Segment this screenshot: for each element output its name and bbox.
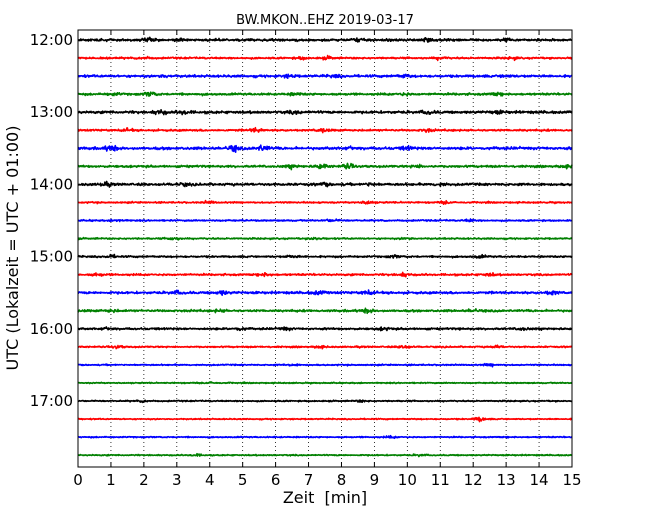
x-tick-label: 2: [139, 471, 149, 489]
x-tick-label: 11: [431, 471, 450, 489]
trace-1430: [77, 218, 573, 223]
x-axis: 0 1 2 3 4 5 6 7 8 9 10 11 12 13 14 15: [73, 30, 582, 489]
trace-1215: [77, 54, 573, 62]
x-tick-label: 12: [464, 471, 483, 489]
trace-1300: [77, 109, 573, 116]
y-tick-label: 14:00: [30, 175, 73, 193]
trace-1200: [77, 36, 573, 43]
x-tick-label: 5: [238, 471, 248, 489]
x-tick-label: 15: [562, 471, 581, 489]
trace-1645: [77, 381, 573, 385]
trace-group: [77, 36, 573, 458]
trace-1445: [77, 236, 573, 241]
x-tick-label: 7: [304, 471, 314, 489]
trace-1415: [77, 199, 573, 206]
x-tick-label: 13: [497, 471, 516, 489]
trace-1715: [77, 416, 573, 423]
x-tick-label: 4: [205, 471, 215, 489]
trace-1500: [77, 253, 573, 259]
grid-lines: [110, 30, 540, 467]
trace-1730: [77, 434, 573, 440]
y-tick-label: 13:00: [30, 103, 73, 121]
trace-1245: [77, 91, 573, 97]
plot-frame: [77, 29, 573, 468]
x-axis-label: Zeit [min]: [283, 488, 367, 507]
y-tick-label: 12:00: [30, 31, 73, 49]
x-tick-label: 6: [271, 471, 281, 489]
y-axis-label: UTC (Lokalzeit = UTC + 01:00): [3, 126, 22, 371]
x-tick-label: 3: [172, 471, 182, 489]
trace-1530: [77, 289, 573, 297]
trace-1615: [77, 344, 573, 350]
trace-1330: [77, 144, 573, 153]
x-tick-label: 10: [398, 471, 417, 489]
x-tick-label: 9: [370, 471, 380, 489]
x-tick-label: 0: [73, 471, 83, 489]
x-tick-label: 8: [337, 471, 347, 489]
y-axis: 12:00 13:00 14:00 15:00 16:00 17:00: [30, 31, 572, 410]
trace-1700: [77, 399, 573, 404]
trace-1600: [77, 326, 573, 332]
trace-1630: [77, 362, 573, 368]
y-tick-label: 16:00: [30, 320, 73, 338]
chart-title: BW.MKON..EHZ 2019-03-17: [236, 13, 414, 28]
y-tick-label: 17:00: [30, 392, 73, 410]
x-tick-label: 14: [530, 471, 549, 489]
trace-1745: [77, 452, 573, 458]
trace-1515: [77, 271, 573, 278]
x-tick-label: 1: [106, 471, 116, 489]
trace-1230: [77, 73, 573, 80]
y-tick-label: 15:00: [30, 248, 73, 266]
trace-1315: [77, 126, 573, 134]
trace-1400: [77, 180, 573, 188]
trace-1545: [77, 307, 573, 315]
trace-1345: [77, 162, 573, 171]
